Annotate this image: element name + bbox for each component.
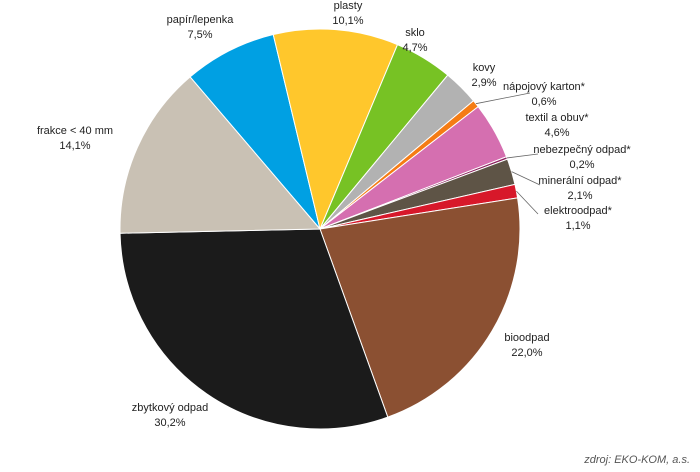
slice-value-label: 4,6% xyxy=(544,127,569,139)
slice-value-label: 0,2% xyxy=(569,159,594,171)
leader-line xyxy=(511,171,541,186)
slice-value-label: 2,9% xyxy=(471,77,496,89)
slice-label: frakce < 40 mm xyxy=(37,125,113,137)
slice-label: nebezpečný odpad* xyxy=(533,144,631,156)
slice-label: nápojový karton* xyxy=(503,81,586,93)
slice-label: sklo xyxy=(405,27,425,39)
slice-label: elektroodpad* xyxy=(544,205,613,217)
slice-value-label: 1,1% xyxy=(565,220,590,232)
slice-label: plasty xyxy=(334,0,363,12)
slice-value-label: 2,1% xyxy=(567,190,592,202)
pie-slice xyxy=(272,28,399,231)
slice-value-label: 22,0% xyxy=(511,347,542,359)
slice-value-label: 10,1% xyxy=(332,15,363,27)
slice-label: zbytkový odpad xyxy=(132,402,208,414)
slice-value-label: 0,6% xyxy=(531,96,556,108)
slice-label: bioodpad xyxy=(504,332,549,344)
slice-label: papír/lepenka xyxy=(167,14,235,26)
pie-slice xyxy=(119,76,322,234)
slice-label: minerální odpad* xyxy=(538,175,622,187)
leader-line xyxy=(475,92,531,105)
slice-value-label: 4,7% xyxy=(402,42,427,54)
slice-value-label: 7,5% xyxy=(187,29,212,41)
slice-value-label: 14,1% xyxy=(59,140,90,152)
leader-line xyxy=(506,153,539,159)
slice-value-label: 30,2% xyxy=(154,417,185,429)
slice-label: kovy xyxy=(473,62,496,74)
slice-label: textil a obuv* xyxy=(526,112,590,124)
pie-slice xyxy=(119,228,389,430)
leader-line xyxy=(516,190,539,215)
source-note: zdroj: EKO-KOM, a.s. xyxy=(583,454,690,466)
pie-slice xyxy=(319,197,521,418)
